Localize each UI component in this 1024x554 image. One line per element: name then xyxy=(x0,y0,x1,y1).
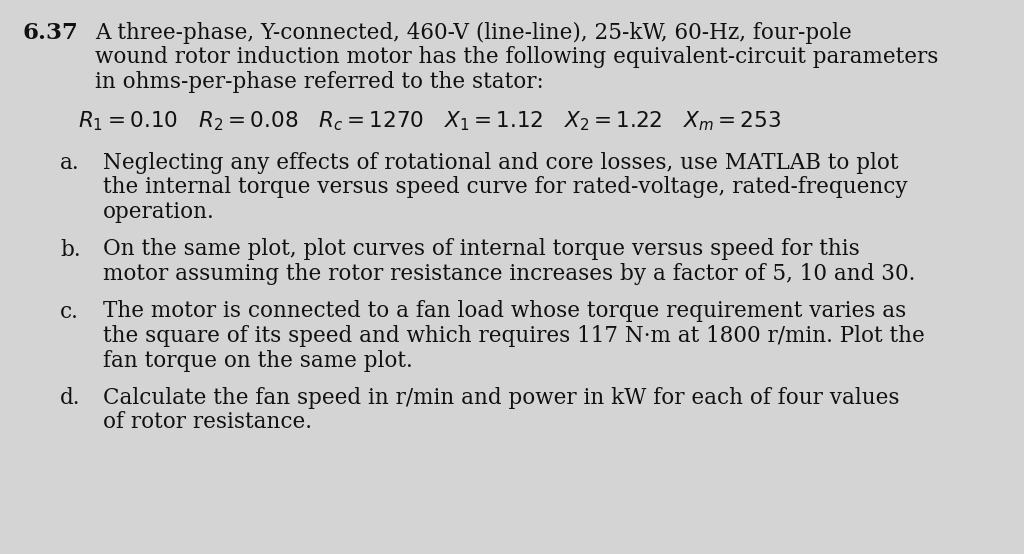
Text: A three-phase, Y-connected, 460-V (line-line), 25-kW, 60-Hz, four-pole: A three-phase, Y-connected, 460-V (line-… xyxy=(95,22,852,44)
Text: of rotor resistance.: of rotor resistance. xyxy=(103,412,312,433)
Text: 6.37: 6.37 xyxy=(22,22,78,44)
Text: Calculate the fan speed in r/min and power in kW for each of four values: Calculate the fan speed in r/min and pow… xyxy=(103,387,899,409)
Text: fan torque on the same plot.: fan torque on the same plot. xyxy=(103,350,413,372)
Text: On the same plot, plot curves of internal torque versus speed for this: On the same plot, plot curves of interna… xyxy=(103,239,860,260)
Text: a.: a. xyxy=(60,152,80,174)
Text: motor assuming the rotor resistance increases by a factor of 5, 10 and 30.: motor assuming the rotor resistance incr… xyxy=(103,263,915,285)
Text: d.: d. xyxy=(60,387,81,409)
Text: the square of its speed and which requires 117 N·m at 1800 r/min. Plot the: the square of its speed and which requir… xyxy=(103,325,925,347)
Text: the internal torque versus speed curve for rated-voltage, rated-frequency: the internal torque versus speed curve f… xyxy=(103,177,907,198)
Text: The motor is connected to a fan load whose torque requirement varies as: The motor is connected to a fan load who… xyxy=(103,300,906,322)
Text: $R_1 = 0.10\quad R_2 = 0.08\quad R_c = 1270\quadX_1 = 1.12\quad X_2 = 1.22\quad : $R_1 = 0.10\quad R_2 = 0.08\quad R_c = 1… xyxy=(78,110,781,133)
Text: wound rotor induction motor has the following equivalent-circuit parameters: wound rotor induction motor has the foll… xyxy=(95,47,938,69)
Text: b.: b. xyxy=(60,239,81,260)
Text: in ohms-per-phase referred to the stator:: in ohms-per-phase referred to the stator… xyxy=(95,71,544,93)
Text: operation.: operation. xyxy=(103,201,215,223)
Text: Neglecting any effects of rotational and core losses, use MATLAB to plot: Neglecting any effects of rotational and… xyxy=(103,152,898,174)
Text: c.: c. xyxy=(60,300,79,322)
